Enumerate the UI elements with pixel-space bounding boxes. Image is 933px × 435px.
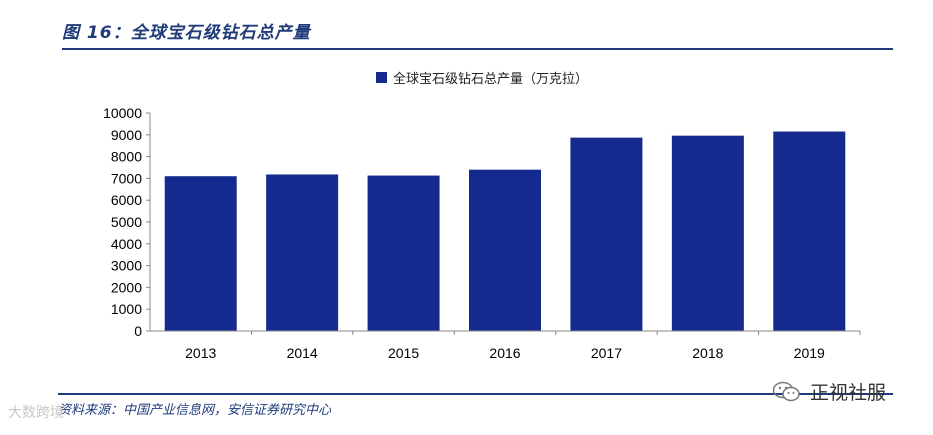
y-tick-label: 3000 <box>111 258 142 274</box>
bar-2013 <box>164 176 237 331</box>
x-tick-label: 2019 <box>794 345 825 361</box>
x-tick-label: 2017 <box>591 345 622 361</box>
source-divider <box>58 393 893 395</box>
bar-2014 <box>266 174 339 331</box>
chart-legend: 全球宝石级钻石总产量（万克拉） <box>376 68 589 87</box>
y-tick-label: 0 <box>134 323 142 339</box>
x-axis: 2013 2014 2015 2016 2017 2018 2019 <box>185 331 861 361</box>
bar-2017 <box>570 137 643 331</box>
y-tick-label: 2000 <box>111 279 142 295</box>
bar-2018 <box>671 135 744 331</box>
legend-label: 全球宝石级钻石总产量（万克拉） <box>393 71 589 87</box>
bar-series <box>164 131 846 331</box>
y-tick-label: 5000 <box>111 214 142 230</box>
bar-2015 <box>367 175 440 331</box>
source-note: 资料来源：中国产业信息网，安信证券研究中心 <box>58 403 332 418</box>
figure-header: 图 16：全球宝石级钻石总产量 <box>62 14 893 50</box>
figure-title: 图 16：全球宝石级钻石总产量 <box>62 23 311 43</box>
x-tick-label: 2014 <box>287 345 318 361</box>
y-tick-label: 4000 <box>111 236 142 252</box>
y-tick-label: 6000 <box>111 192 142 208</box>
y-tick-label: 1000 <box>111 301 142 317</box>
x-tick-label: 2016 <box>489 345 520 361</box>
wechat-icon <box>772 380 802 404</box>
y-tick-label: 7000 <box>111 170 142 186</box>
watermark-left: 大数跨境 <box>8 405 64 421</box>
y-tick-label: 10000 <box>103 105 142 121</box>
bar-2019 <box>773 131 846 331</box>
y-tick-label: 8000 <box>111 149 142 165</box>
watermark-right: 正视社服 <box>772 378 886 405</box>
bar-2016 <box>469 169 541 331</box>
y-tick-label: 9000 <box>111 127 142 143</box>
watermark-right-text: 正视社服 <box>810 382 887 404</box>
x-tick-label: 2015 <box>388 345 419 361</box>
x-tick-label: 2018 <box>692 345 723 361</box>
y-axis: 0 1000 2000 3000 4000 5000 6000 7000 8000 9000 100… <box>103 105 150 339</box>
legend-swatch <box>376 71 387 83</box>
x-tick-label: 2013 <box>185 345 216 361</box>
